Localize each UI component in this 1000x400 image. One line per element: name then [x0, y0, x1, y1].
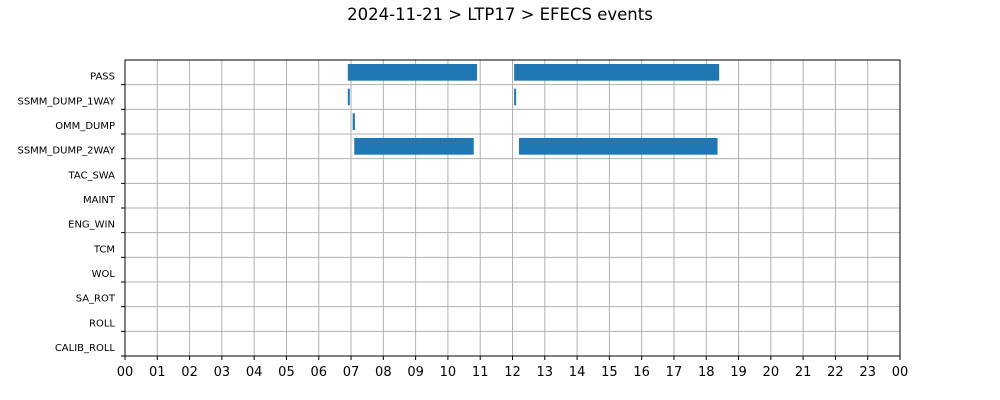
chart-title: 2024-11-21 > LTP17 > EFECS events: [347, 5, 653, 24]
grid-layer: [124, 60, 901, 356]
event-bar: [514, 64, 720, 81]
y-tick-label: ENG_WIN: [68, 220, 115, 231]
label-layer: 00 01 02 03 04 05 06 07 08 09 10 11 12 13 14 15 16 17 18 19…: [17, 72, 908, 380]
event-bar: [352, 113, 355, 130]
y-tick-label: TAC_SWA: [67, 170, 115, 181]
event-bar: [514, 88, 517, 106]
x-tick-label: 15: [601, 365, 618, 380]
y-tick-label: ROLL: [89, 318, 115, 329]
x-tick-label: 00: [117, 365, 134, 380]
y-tick-label: OMM_DUMP: [55, 121, 115, 132]
x-tick-label: 07: [343, 365, 360, 380]
y-tick-label: CALIB_ROLL: [55, 343, 116, 354]
x-tick-label: 16: [633, 365, 650, 380]
y-tick-label: MAINT: [83, 195, 116, 206]
x-tick-label: 00: [892, 365, 909, 380]
x-tick-label: 06: [310, 365, 327, 380]
x-tick-label: 10: [440, 365, 457, 380]
x-tick-label: 09: [407, 365, 424, 380]
y-tick-label: TCM: [93, 244, 115, 255]
x-tick-label: 17: [666, 365, 683, 380]
event-bar: [347, 88, 350, 106]
x-tick-label: 05: [278, 365, 295, 380]
y-tick-label: PASS: [90, 72, 115, 83]
x-tick-label: 23: [859, 365, 876, 380]
event-bar: [347, 64, 477, 81]
x-tick-label: 04: [246, 365, 263, 380]
x-tick-label: 22: [827, 365, 844, 380]
x-tick-label: 03: [214, 365, 231, 380]
x-tick-label: 11: [472, 365, 489, 380]
y-tick-label: WOL: [92, 269, 116, 280]
x-tick-label: 08: [375, 365, 392, 380]
x-tick-label: 01: [149, 365, 166, 380]
x-tick-label: 12: [504, 365, 521, 380]
tick-layer: [121, 84, 901, 360]
x-tick-label: 20: [763, 365, 780, 380]
x-tick-label: 13: [537, 365, 554, 380]
bar-layer: [347, 64, 720, 155]
event-bar: [354, 138, 474, 155]
x-tick-label: 21: [795, 365, 812, 380]
y-tick-label: SA_ROT: [76, 294, 116, 305]
x-tick-label: 02: [181, 365, 198, 380]
event-bar: [518, 138, 718, 155]
x-tick-label: 14: [569, 365, 586, 380]
x-tick-label: 19: [730, 365, 747, 380]
x-tick-label: 18: [698, 365, 715, 380]
y-tick-label: SSMM_DUMP_1WAY: [17, 96, 115, 107]
y-tick-label: SSMM_DUMP_2WAY: [17, 146, 115, 157]
